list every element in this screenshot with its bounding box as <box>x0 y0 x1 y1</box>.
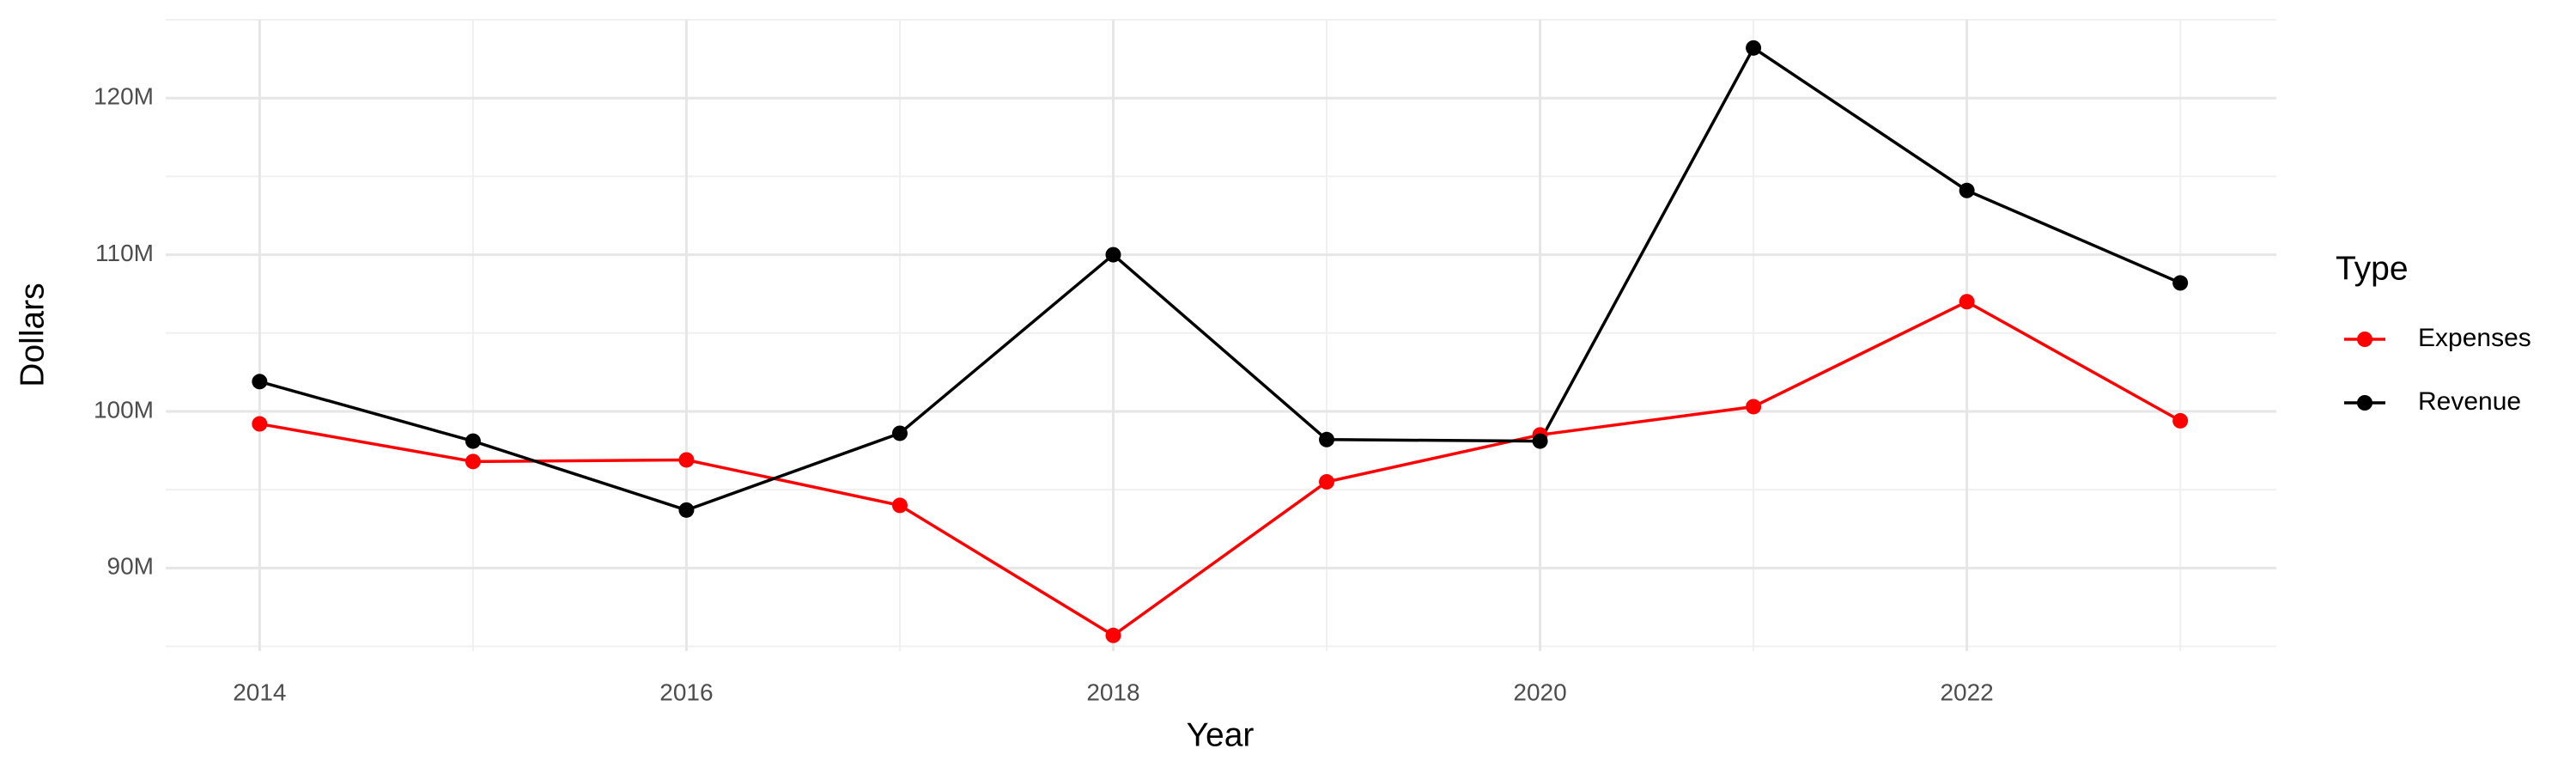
point <box>1746 40 1762 56</box>
y-tick-label: 90M <box>107 553 154 580</box>
point <box>678 502 695 518</box>
y-tick-label: 100M <box>94 396 154 423</box>
point <box>252 374 268 390</box>
legend-swatch-point <box>2357 332 2372 347</box>
x-axis-title: Year <box>1187 716 1255 753</box>
legend-title: Type <box>2336 250 2409 287</box>
point <box>2172 275 2189 291</box>
point <box>252 416 268 432</box>
legend-swatch-point <box>2357 395 2372 411</box>
point <box>678 452 695 468</box>
grid <box>166 19 2276 651</box>
series-line <box>259 300 2182 637</box>
point <box>891 497 908 514</box>
y-tick-label: 120M <box>94 83 154 110</box>
y-axis-title: Dollars <box>14 283 51 386</box>
point <box>465 453 481 470</box>
point <box>1532 433 1548 449</box>
point <box>1105 247 1121 263</box>
x-tick-label: 2020 <box>1513 679 1566 705</box>
legend-label: Revenue <box>2418 387 2521 416</box>
point <box>1959 294 1975 310</box>
point <box>891 425 908 441</box>
point <box>1746 399 1762 415</box>
series-line <box>258 46 2181 512</box>
x-tick-label: 2016 <box>659 679 713 705</box>
point <box>1319 474 1335 490</box>
x-tick-label: 2022 <box>1940 679 1993 705</box>
y-tick-label: 110M <box>95 240 154 266</box>
point <box>1105 627 1121 643</box>
point <box>465 433 481 449</box>
x-tick-label: 2018 <box>1086 679 1139 705</box>
legend-label: Expenses <box>2418 324 2531 352</box>
x-tick-label: 2014 <box>233 679 286 705</box>
point <box>2172 412 2189 429</box>
point <box>1319 431 1335 447</box>
point <box>1959 182 1975 198</box>
